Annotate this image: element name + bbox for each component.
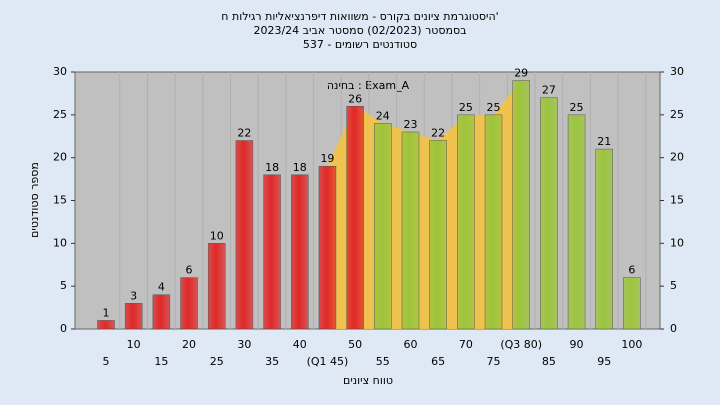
y-tick-label: 20: [53, 151, 67, 164]
x-tick-label: 70: [459, 338, 473, 351]
y-tick-label: 30: [53, 65, 67, 78]
y2-tick-label: 0: [670, 322, 677, 335]
value-label: 18: [293, 161, 307, 174]
x-tick-label: 100: [621, 338, 642, 351]
y2-tick-label: 15: [670, 194, 684, 207]
value-label: 19: [320, 152, 334, 165]
y2-tick-label: 25: [670, 108, 684, 121]
value-label: 21: [597, 135, 611, 148]
x-tick-label: 25: [210, 355, 224, 368]
value-label: 25: [487, 101, 501, 114]
bar: [457, 114, 475, 330]
y-tick-label: 0: [60, 322, 67, 335]
x-tick-label: 55: [376, 355, 390, 368]
annotation: בחינה : Exam_A: [327, 79, 410, 92]
value-label: 22: [237, 127, 251, 140]
title-line: היסטוגרמת ציונים בקורס - משוואות דיפרנצי…: [221, 10, 498, 23]
bar: [207, 243, 226, 330]
y-tick-label: 5: [60, 279, 67, 292]
bar: [595, 148, 613, 330]
x-tick-label: 90: [570, 338, 584, 351]
x-tick-label: 65: [431, 355, 445, 368]
x-tick-label: 15: [154, 355, 168, 368]
x-tick-label: 75: [487, 355, 501, 368]
bar: [623, 277, 641, 330]
x-tick-label: 20: [182, 338, 196, 351]
bar: [318, 165, 337, 330]
value-label: 26: [348, 92, 362, 105]
value-label: 25: [570, 101, 584, 114]
title-line: 537 - סטודנטים רשומים: [303, 38, 417, 51]
value-label: 29: [514, 67, 528, 80]
bar: [291, 174, 309, 330]
bar: [235, 140, 254, 330]
x-tick-label: 30: [237, 338, 251, 351]
x-tick-label: 5: [103, 355, 110, 368]
bar: [346, 106, 364, 330]
value-label: 3: [130, 289, 137, 302]
x-axis-label: טווח ציונים: [343, 374, 393, 387]
bar: [401, 131, 420, 330]
y2-tick-label: 30: [670, 65, 684, 78]
bar: [374, 123, 392, 330]
x-tick-label: (Q3 80): [500, 338, 542, 351]
value-label: 27: [542, 84, 556, 97]
bar: [512, 80, 530, 330]
bar: [97, 320, 115, 330]
value-label: 6: [628, 264, 635, 277]
x-tick-label: 85: [542, 355, 556, 368]
bar: [263, 174, 281, 330]
value-label: 23: [403, 118, 417, 131]
value-label: 22: [431, 127, 445, 140]
value-label: 25: [459, 101, 473, 114]
y2-tick-label: 10: [670, 236, 684, 249]
value-label: 18: [265, 161, 279, 174]
bar: [124, 303, 143, 330]
x-tick-label: 60: [403, 338, 417, 351]
value-label: 6: [186, 264, 193, 277]
bar: [540, 97, 558, 330]
y-tick-label: 15: [53, 194, 67, 207]
x-tick-label: 95: [597, 355, 611, 368]
bar: [484, 114, 503, 330]
value-label: 10: [210, 229, 224, 242]
y2-tick-label: 5: [670, 279, 677, 292]
y2-tick-label: 20: [670, 151, 684, 164]
bar: [152, 294, 171, 330]
title-line: בסמסטר (02/2023) סמסטר אביב 2023/24: [253, 24, 466, 37]
value-label: 1: [103, 306, 110, 319]
value-label: 4: [158, 281, 165, 294]
bar: [567, 114, 586, 330]
x-tick-label: 40: [293, 338, 307, 351]
bar: [180, 277, 198, 330]
x-tick-label: 10: [127, 338, 141, 351]
x-tick-label: 35: [265, 355, 279, 368]
y-tick-label: 25: [53, 108, 67, 121]
y-axis-label: מספר סטודנטים: [28, 162, 41, 238]
x-tick-label: 50: [348, 338, 362, 351]
bar: [429, 140, 447, 330]
x-tick-label: (Q1 45): [307, 355, 349, 368]
y-tick-label: 10: [53, 236, 67, 249]
value-label: 24: [376, 109, 390, 122]
